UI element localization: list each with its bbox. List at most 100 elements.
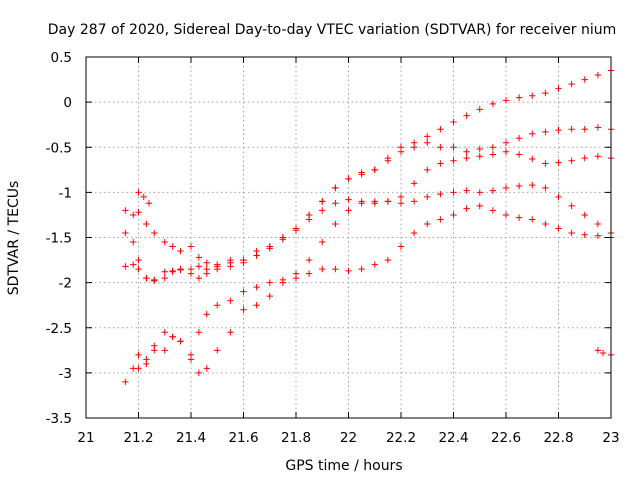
data-point — [424, 139, 431, 146]
data-point — [195, 274, 203, 282]
data-point — [227, 329, 234, 336]
data-point — [424, 220, 431, 228]
data-point — [319, 198, 326, 205]
data-point — [489, 151, 497, 158]
y-tick-label: -1 — [59, 185, 72, 201]
data-point — [253, 301, 260, 309]
data-point — [594, 124, 602, 131]
data-point — [581, 154, 588, 162]
data-point — [266, 245, 273, 252]
data-point — [214, 347, 221, 354]
data-point — [279, 236, 287, 243]
y-tick-label: 0 — [63, 95, 72, 111]
data-point — [555, 159, 562, 166]
data-point — [187, 243, 195, 250]
data-point — [332, 265, 339, 273]
x-tick-label: 22.8 — [543, 430, 573, 446]
data-point — [161, 274, 168, 282]
x-tick-label: 23 — [602, 430, 619, 446]
data-point — [489, 144, 497, 151]
data-point — [332, 200, 339, 207]
data-point — [463, 154, 470, 162]
axis-ticks — [85, 56, 612, 419]
data-point — [568, 126, 575, 133]
data-point — [169, 333, 176, 340]
x-tick-label: 22.4 — [438, 430, 468, 446]
data-point — [143, 220, 150, 228]
data-point — [555, 225, 562, 232]
data-point — [450, 144, 457, 151]
data-point — [135, 365, 142, 372]
data-point — [476, 189, 483, 196]
data-point — [437, 144, 444, 151]
y-tick-label: 0.5 — [51, 50, 72, 66]
data-point — [476, 153, 483, 160]
data-point — [529, 216, 536, 223]
data-point — [424, 166, 431, 174]
data-point — [203, 311, 210, 318]
data-point — [397, 243, 405, 250]
data-point — [177, 338, 184, 345]
data-point — [130, 238, 137, 246]
data-point — [161, 268, 168, 275]
data-point — [371, 198, 378, 205]
data-point — [358, 265, 365, 273]
data-point — [169, 268, 176, 275]
y-tick-label: -3 — [59, 366, 72, 382]
data-point — [135, 351, 142, 359]
data-point — [410, 180, 418, 187]
x-tick-label: 22 — [340, 430, 357, 446]
data-point — [410, 229, 418, 237]
data-point — [397, 200, 405, 207]
data-point — [476, 202, 483, 210]
data-point — [542, 220, 549, 228]
data-marks — [122, 67, 615, 386]
data-point — [195, 254, 203, 261]
data-point — [397, 148, 405, 155]
grid — [86, 57, 611, 418]
data-point — [135, 265, 142, 273]
data-point — [437, 126, 444, 133]
data-point — [151, 229, 158, 237]
series-track-f — [135, 189, 153, 207]
data-point — [122, 263, 129, 270]
data-point — [384, 198, 392, 205]
data-point — [122, 378, 129, 386]
data-point — [305, 270, 313, 277]
data-point — [130, 211, 137, 219]
data-point — [253, 283, 260, 291]
data-point — [463, 205, 470, 212]
data-point — [161, 329, 168, 336]
data-point — [143, 356, 150, 363]
series-track-a — [122, 67, 615, 284]
data-point — [195, 369, 203, 377]
data-point — [542, 89, 549, 97]
data-point — [169, 243, 176, 250]
data-point — [424, 133, 431, 140]
data-point — [266, 279, 273, 286]
x-tick-label: 21.8 — [281, 430, 311, 446]
data-point — [450, 157, 457, 164]
data-point — [529, 155, 536, 163]
data-point — [122, 207, 129, 214]
data-point — [581, 211, 588, 219]
data-point — [437, 190, 444, 198]
data-point — [450, 211, 457, 219]
data-point — [581, 76, 588, 83]
data-point — [332, 184, 339, 192]
series-track-c — [122, 148, 615, 285]
y-tick-labels: 0.5 0 -0.5 -1 -1.5 -2 -2.5 -3 -3.5 — [46, 50, 72, 427]
x-tick-label: 21.6 — [228, 430, 258, 446]
data-point — [305, 256, 313, 264]
data-point — [161, 238, 168, 246]
data-point — [542, 128, 549, 136]
y-axis-title: SDTVAR / TECUs — [6, 181, 22, 296]
data-point — [502, 139, 510, 146]
data-point — [177, 247, 184, 255]
data-point — [140, 193, 147, 201]
data-point — [187, 356, 195, 363]
data-point — [161, 347, 168, 354]
data-point — [568, 80, 575, 88]
data-point — [529, 181, 536, 189]
data-point — [581, 231, 588, 238]
